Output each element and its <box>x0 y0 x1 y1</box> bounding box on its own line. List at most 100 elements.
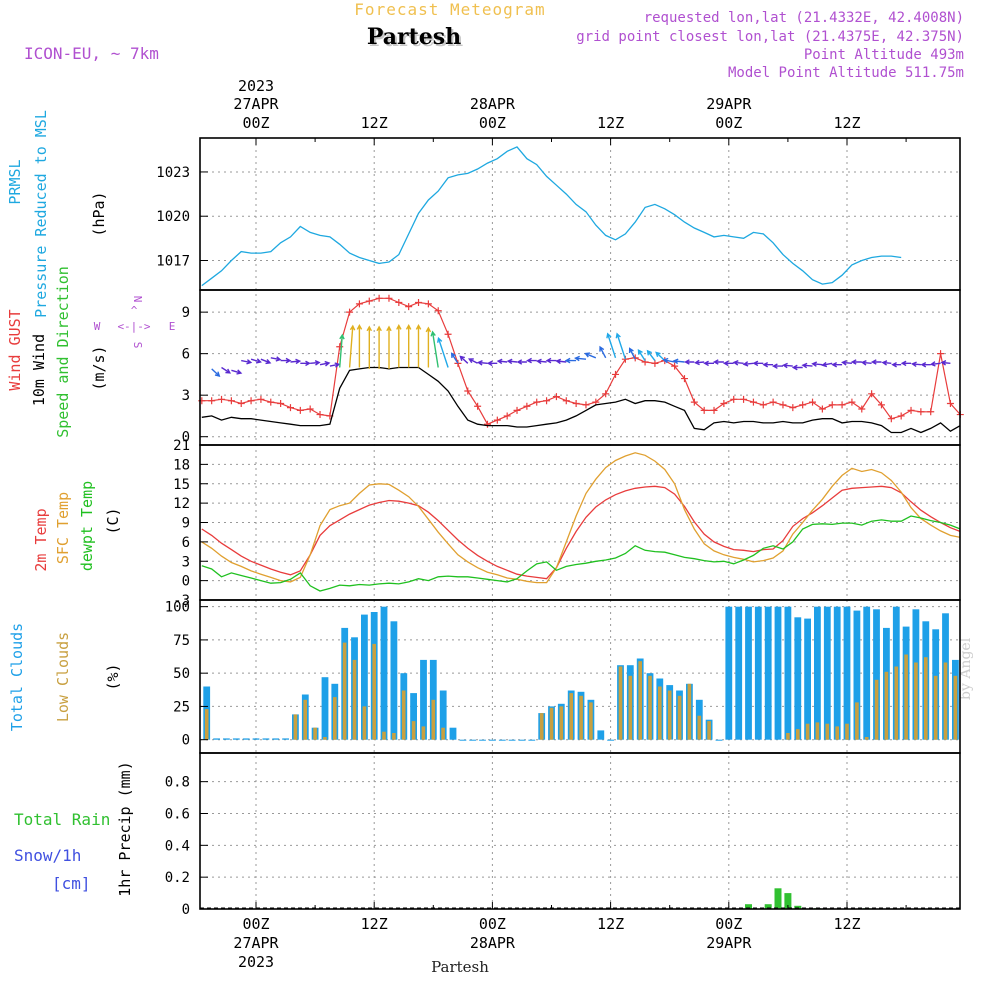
time-label-hour: 00Z <box>242 915 269 933</box>
wind-unit: (m/s) <box>90 345 108 390</box>
gust-marker <box>296 406 304 414</box>
wind-direction-arrow <box>366 325 373 369</box>
total-clouds-bar <box>774 606 782 740</box>
wind-direction-arrow <box>496 358 508 365</box>
gust-marker <box>483 420 491 428</box>
low-clouds-bar <box>835 726 839 740</box>
panel-frame-pressure <box>199 137 961 291</box>
gust-marker <box>937 350 945 358</box>
time-label-date: 27APR <box>233 934 279 952</box>
low-clouds-bar <box>855 702 859 740</box>
low-clouds-bar <box>796 729 800 740</box>
total-clouds-bar <box>853 610 861 740</box>
precip-tick-label: 0.8 <box>165 775 190 791</box>
gust-marker <box>710 406 718 414</box>
gust-marker <box>868 390 876 398</box>
low-clouds-bar <box>628 675 633 740</box>
grid-point-coords: grid point closest lon,lat (21.4375E, 42… <box>576 29 964 45</box>
precip-tick-label: 0.4 <box>165 838 190 854</box>
compass-w: W <box>94 320 101 333</box>
wind-direction-arrow <box>468 358 478 364</box>
total-clouds-bar <box>863 606 871 740</box>
clouds-ylabel-low: Low Clouds <box>54 632 72 722</box>
low-clouds-bar <box>884 671 889 740</box>
time-label-hour: 12Z <box>833 114 860 132</box>
time-label-hour: 00Z <box>715 915 742 933</box>
wind-direction-arrow <box>684 359 695 365</box>
low-clouds-bar <box>894 666 899 740</box>
low-clouds-bar <box>618 666 623 740</box>
wind-direction-arrow <box>339 333 345 368</box>
requested-coords: requested lon,lat (21.4332E, 42.4008N) <box>643 10 964 26</box>
temp-sfc-line <box>201 452 961 584</box>
low-clouds-bar <box>845 723 849 740</box>
low-clouds-bar <box>579 695 583 740</box>
gust-marker <box>286 404 294 412</box>
pressure-tick-label: 1023 <box>156 165 190 181</box>
time-label-hour: 12Z <box>597 915 624 933</box>
gust-marker <box>365 297 373 305</box>
low-clouds-bar <box>805 723 810 740</box>
clouds-ylabel-total: Total Clouds <box>8 623 26 731</box>
pressure-ylabel-1: PRMSL <box>6 159 24 204</box>
footer-station: Partesh <box>431 958 489 976</box>
pressure-unit: (hPa) <box>90 191 108 236</box>
gust-marker <box>907 406 915 414</box>
wind-direction-arrow <box>646 349 656 362</box>
wind-direction-arrow <box>329 362 341 368</box>
wind-direction-arrow <box>662 357 675 364</box>
total-clouds-bar <box>518 739 526 741</box>
gust-marker <box>474 402 482 410</box>
gust-marker <box>769 398 777 406</box>
pressure-tick-label: 1017 <box>156 253 190 269</box>
gust-marker <box>897 412 905 420</box>
wind-direction-arrow <box>712 359 724 365</box>
low-clouds-bar <box>352 659 357 740</box>
gust-marker <box>730 395 738 403</box>
wind-direction-arrow <box>742 361 754 367</box>
chart-title: Forecast Meteogram <box>354 0 546 19</box>
total-clouds-bar <box>784 606 792 740</box>
time-label-year: 2023 <box>238 77 274 95</box>
wind-direction-arrow <box>376 325 382 369</box>
wind-direction-arrow <box>615 332 627 360</box>
wind-direction-arrow <box>672 358 685 365</box>
wind-direction-arrow <box>211 368 221 377</box>
time-label-hour: 12Z <box>597 114 624 132</box>
wind-direction-arrow <box>415 324 422 368</box>
temp-tick-label: 15 <box>173 477 190 493</box>
low-clouds-bar <box>658 686 662 740</box>
total-clouds-bar <box>410 693 417 740</box>
low-clouds-bar <box>864 737 869 740</box>
total-clouds-bar <box>232 738 240 740</box>
temp-ylabel-2m: 2m Temp <box>32 508 50 571</box>
temp-tick-label: -3 <box>173 593 190 609</box>
wind-direction-arrow <box>929 361 941 367</box>
low-clouds-bar <box>372 643 376 740</box>
low-clouds-bar <box>411 721 416 740</box>
gust-marker <box>513 406 521 414</box>
wind-direction-arrow <box>260 358 272 365</box>
time-label-date: 28APR <box>470 95 516 113</box>
total-clouds-bar <box>242 738 250 740</box>
gust-marker <box>828 401 836 409</box>
total-clouds-bar <box>597 730 605 740</box>
gust-marker <box>779 401 787 409</box>
rain-bar <box>794 905 802 909</box>
total-clouds-bar <box>439 690 447 740</box>
time-label-hour: 00Z <box>479 114 506 132</box>
wind-direction-arrow <box>425 326 432 368</box>
total-clouds-bar <box>361 614 368 740</box>
wind-direction-arrow <box>791 364 803 371</box>
total-clouds-bar <box>252 738 260 740</box>
gust-marker <box>395 298 403 306</box>
temp-tick-label: 0 <box>182 574 190 590</box>
gust-marker <box>759 401 767 409</box>
gust-marker <box>799 401 807 409</box>
wind-direction-arrow <box>910 361 921 367</box>
total-clouds-bar <box>794 617 802 740</box>
wind-direction-arrow <box>290 358 302 365</box>
gust-marker <box>927 408 935 416</box>
total-clouds-bar <box>873 609 880 740</box>
time-label-hour: 12Z <box>361 915 388 933</box>
